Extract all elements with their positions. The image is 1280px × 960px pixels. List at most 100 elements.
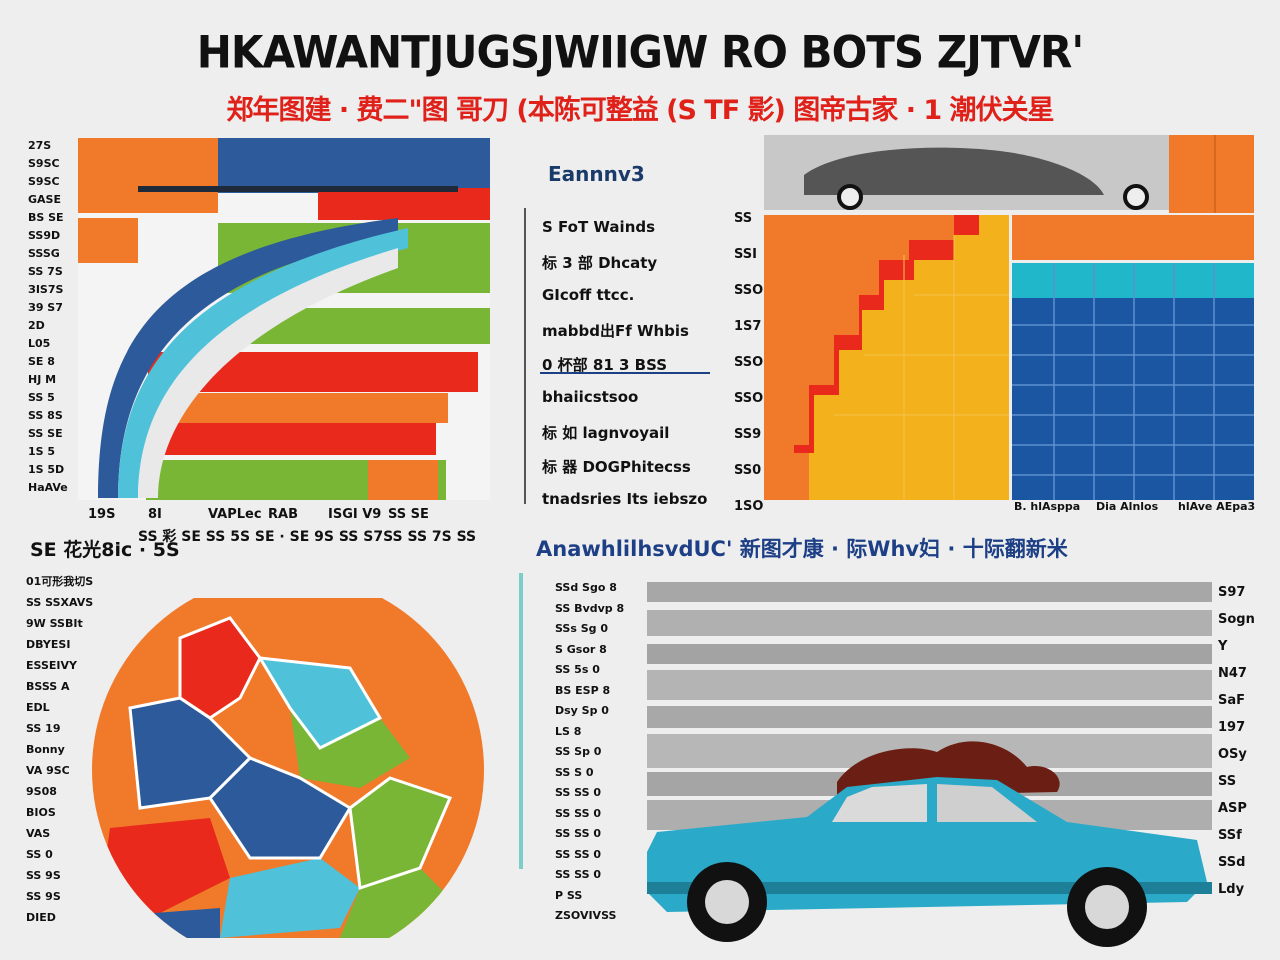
page-title: HKAWANTJUGSJWIIGW RO BOTS ZJTVR': [196, 26, 1084, 79]
x-axis-label: VAPLec: [208, 507, 262, 522]
side-label: 01可形我切S: [26, 575, 94, 588]
legend-value: SSO: [734, 355, 764, 370]
x-axis-label: 19S: [88, 507, 116, 522]
curve-navy: [98, 218, 398, 498]
side-label: Dsy Sp 0: [555, 704, 609, 717]
stripe-red-top: [318, 188, 490, 220]
car-window-rear: [937, 784, 1037, 822]
side-label: SS Sp 0: [555, 745, 602, 758]
side-label: SS 9S: [26, 890, 61, 903]
bottom-right-teal-divider: [519, 573, 523, 869]
y-axis-label: ЗIS7S: [28, 283, 64, 296]
curve-light: [138, 248, 398, 498]
legend-item: tnadsries Its iebszo: [542, 490, 708, 508]
legend-value: SSI: [734, 247, 757, 262]
side-label: SS SS 0: [555, 806, 602, 820]
side-label: Sogn: [1218, 612, 1255, 627]
x-axis-label: 8I: [148, 507, 162, 522]
car-body: [647, 777, 1207, 912]
x-axis-label: hlAve AEpa3: [1178, 500, 1256, 513]
x-axis-label: Dia Alnlos: [1096, 500, 1159, 513]
side-label: SS SS 0: [555, 847, 602, 861]
side-label: Y: [1218, 639, 1228, 654]
side-label: 9S08: [26, 785, 57, 798]
side-label: BSSS A: [26, 680, 70, 693]
step-yellow: [809, 215, 1009, 500]
side-label: BIOS: [26, 806, 56, 819]
y-axis-label: SS 7S: [28, 265, 63, 278]
legend-value: SS9: [734, 427, 762, 442]
legend-value: SS: [734, 211, 753, 226]
legend-rule: [540, 372, 710, 374]
legend-value: 1S7: [734, 319, 762, 334]
y-axis-label: S9SC: [28, 175, 60, 188]
side-label: SS SS 0: [555, 786, 602, 799]
side-label: S Gsor 8: [555, 642, 607, 656]
side-label: SS SS 0: [555, 827, 602, 840]
y-axis-label: 1S 5: [28, 445, 56, 458]
side-label: SS 19: [26, 722, 61, 735]
side-label: ZSOVIVSS: [555, 909, 617, 922]
y-axis-label: SSSG: [28, 247, 60, 260]
side-label: SS 9S: [26, 869, 61, 882]
side-label: SS Bvdvp 8: [555, 601, 625, 615]
legend-item: 标 3 部 Dhcaty: [542, 254, 658, 272]
side-label: 197: [1218, 720, 1246, 735]
y-axis-label: SS 8S: [28, 409, 63, 422]
stripe-orange-2: [78, 218, 138, 263]
stripe-orange-3: [158, 393, 448, 423]
side-label: DIED: [26, 911, 56, 924]
side-label: SSs Sg 0: [555, 622, 609, 635]
side-label: VA 9SC: [26, 764, 70, 777]
y-axis-label: 2D: [28, 319, 45, 332]
side-label: ASP: [1218, 801, 1247, 816]
x-axis-label: RAB: [268, 507, 298, 522]
side-label: LS 8: [555, 724, 582, 738]
wheel-right-icon: [1123, 184, 1149, 210]
side-label: 9W SSBIt: [26, 617, 83, 630]
side-label: SS S 0: [555, 765, 594, 779]
grid-lines-warm: [834, 235, 1009, 500]
side-label: N47: [1218, 666, 1247, 681]
legend-panel: Eannnv3 S FoT Wainds 标 3 部 Dhcaty GIcoff t…: [520, 160, 770, 514]
x-axis-label: ISGI V9: [328, 507, 382, 522]
top-car-silhouette: [804, 147, 1104, 195]
legend-item: S FoT Wainds: [542, 218, 656, 236]
side-label: VAS: [26, 827, 51, 840]
y-axis-label: HJ M: [28, 373, 57, 386]
bottom-right-panel: SSd Sgo 8 SS Bvdvp 8 SSs Sg 0 S Gsor 8 SS 5s…: [515, 570, 1280, 960]
y-axis-label: L05: [28, 337, 51, 350]
legend-item: GIcoff ttcc.: [542, 286, 635, 304]
side-label: EDL: [26, 701, 50, 714]
y-axis-label: SS SE: [28, 427, 63, 440]
legend-item: 0 杯部 81 3 BSS: [542, 356, 668, 374]
mid-caption-right: AnawhlilhsvdUC' 新图才康 · 际Whv妇 · 十际翻新米: [536, 537, 1068, 561]
side-label: SS: [1218, 774, 1237, 789]
side-label: SSf: [1218, 828, 1242, 843]
side-label: SSd: [1218, 855, 1246, 870]
x-axis-label: B. hlAsppa: [1014, 500, 1081, 513]
stripe-orange-4: [368, 460, 438, 500]
stripe-red-3: [146, 423, 436, 455]
legend-value: 1SO: [734, 499, 764, 514]
y-axis-label: BS SE: [28, 211, 64, 224]
side-label: SS SSXAVS: [26, 596, 94, 609]
circle-illustration: [92, 598, 484, 938]
legend-title: Eannnv3: [548, 162, 645, 186]
stripe-illustration: [78, 138, 490, 500]
side-label: S97: [1218, 585, 1246, 600]
y-axis-label: 27S: [28, 139, 52, 152]
step-red: [794, 215, 979, 453]
side-label: DBYESI: [26, 638, 71, 651]
legend-value: SSO: [734, 283, 764, 298]
bottom-left-panel: 01可形我切S SS SSXAVS 9W SSBIt DBYESI ESSEIVY BSS…: [0, 570, 510, 960]
side-label: SSd Sgo 8: [555, 581, 617, 594]
side-label: BS ESP 8: [555, 683, 611, 697]
top-left-bottom-row: SS 彩 SE SS 5S SE · SE 9S SS S7SS SS 7S S…: [138, 529, 477, 545]
side-label: SS SS 0: [555, 868, 602, 881]
y-axis-label: З9 S7: [28, 301, 63, 314]
y-axis-label: 1S 5D: [28, 463, 65, 476]
car-window: [832, 784, 927, 822]
wheel-left-icon: [837, 184, 863, 210]
car-stripes-illustration: [647, 582, 1212, 947]
